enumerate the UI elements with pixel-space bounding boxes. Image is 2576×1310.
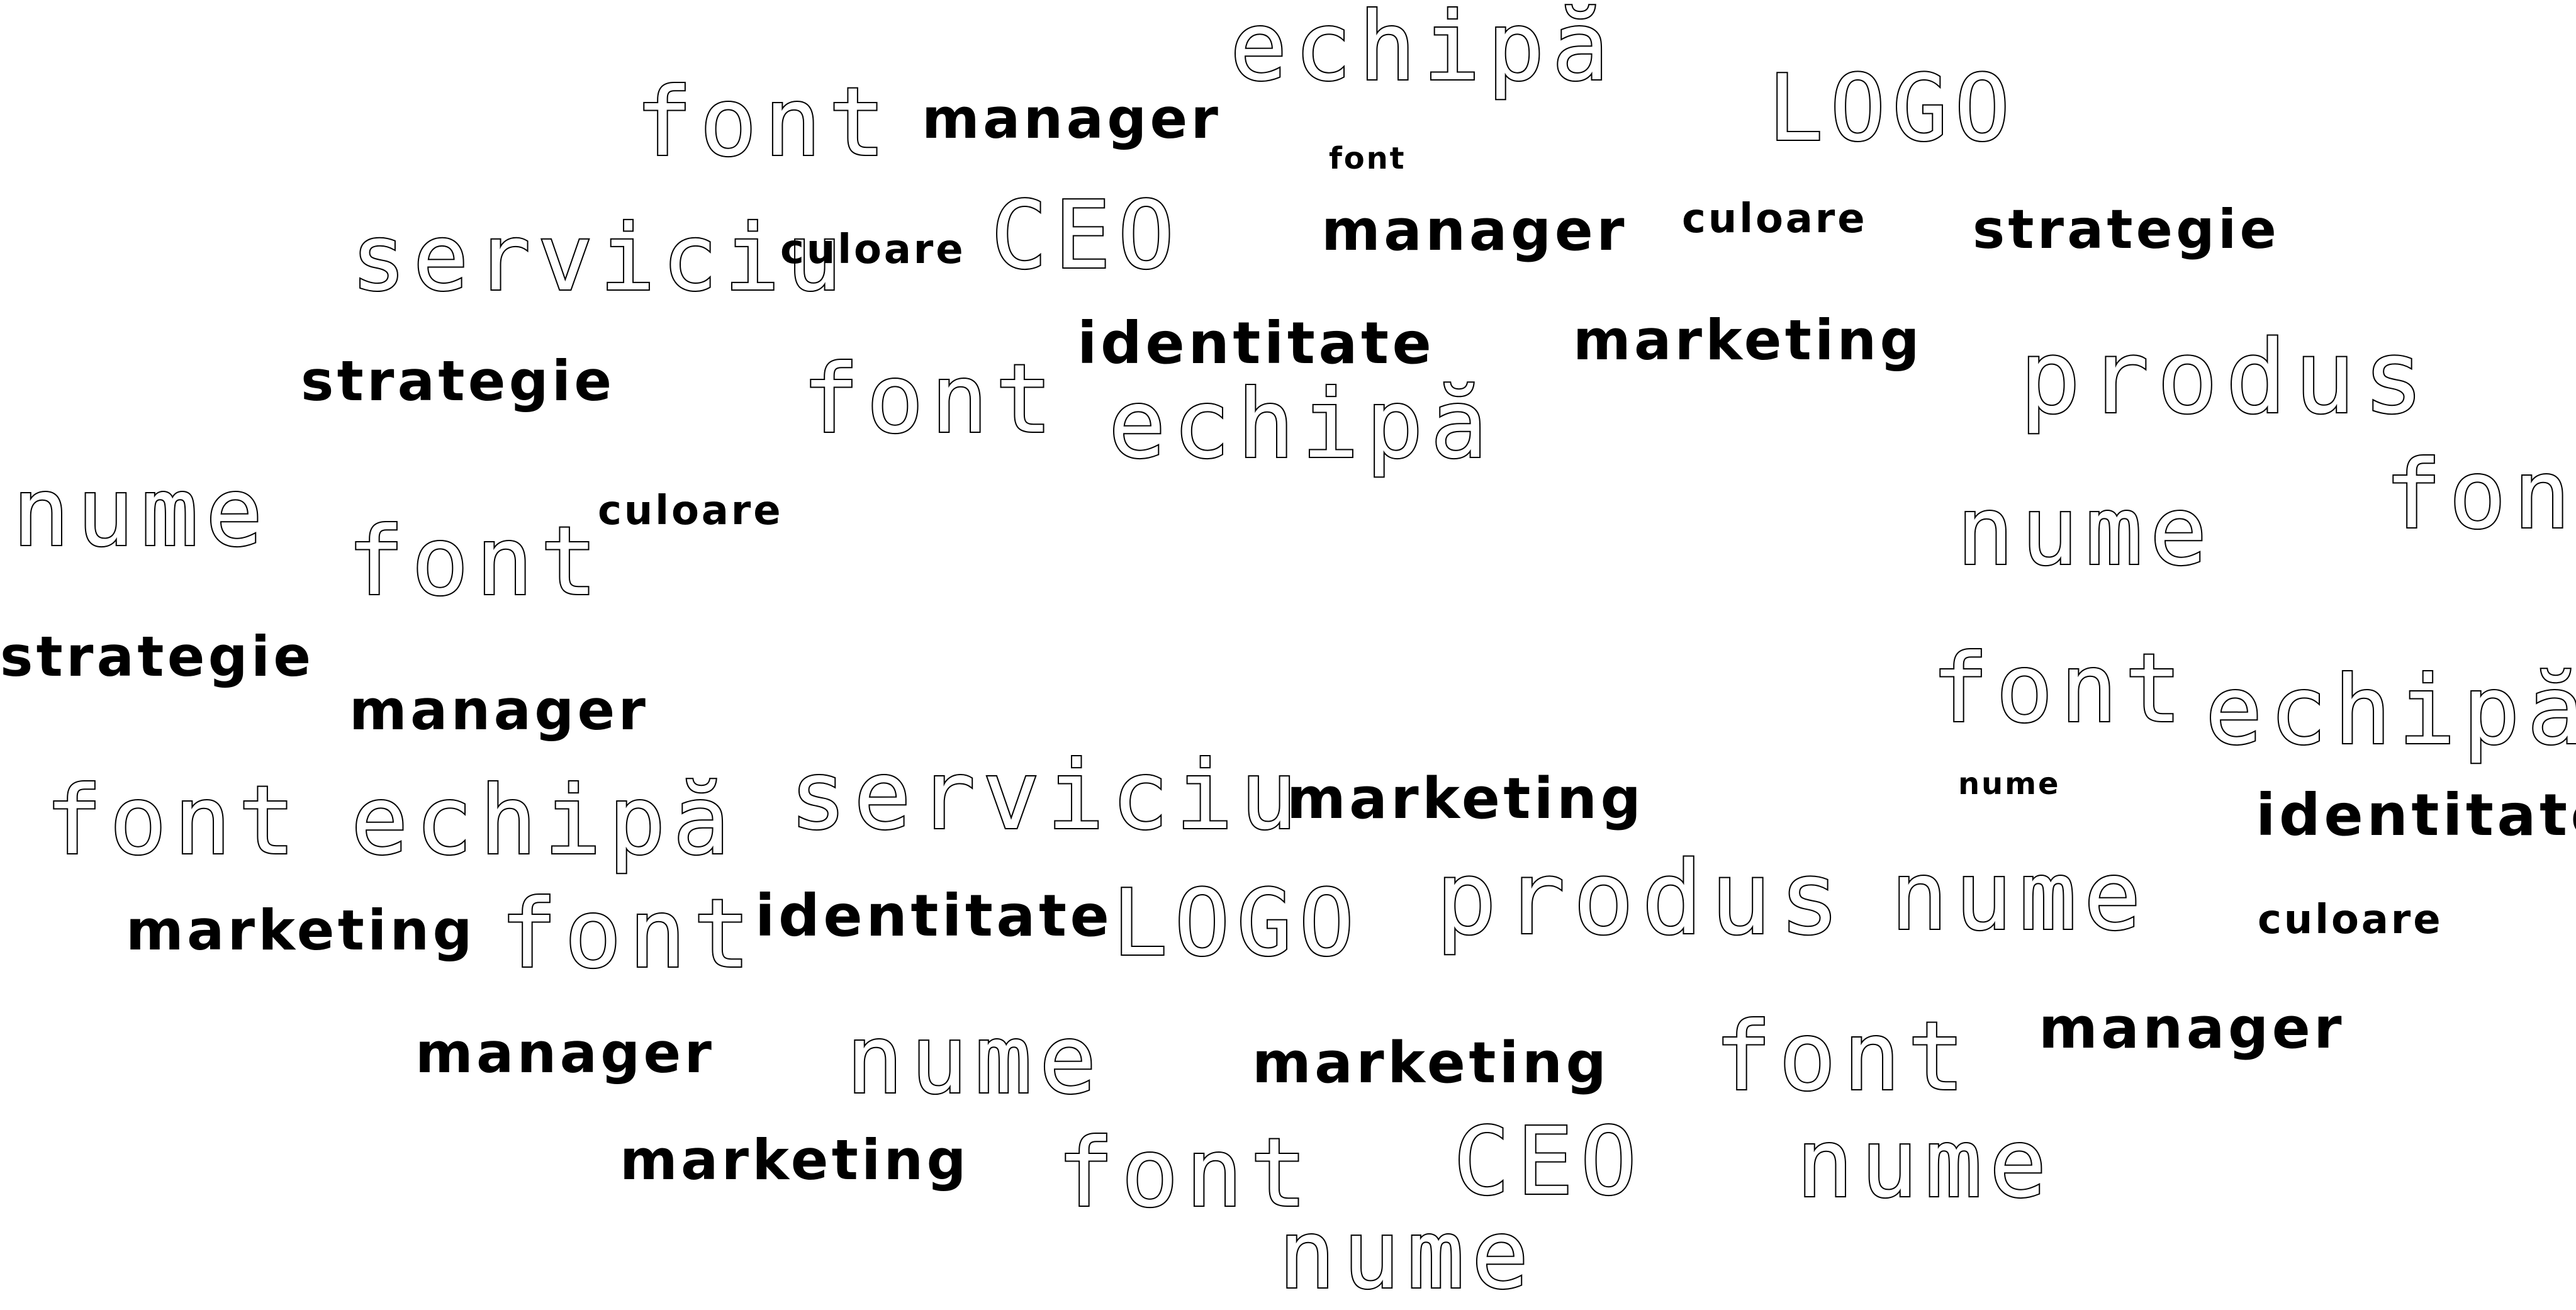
word-cloud-word: nume (1795, 1109, 2054, 1219)
word-cloud-word: font (1930, 634, 2190, 744)
word-cloud-word: strategie (0, 624, 315, 689)
word-cloud-word: font (1713, 1002, 1973, 1112)
word-cloud-word: nume (1958, 766, 2061, 802)
word-cloud-word: produs (1435, 839, 1848, 957)
word-cloud-word: CEO (990, 181, 1182, 289)
word-cloud-word: nume (11, 458, 271, 568)
word-cloud-word: echipă (2204, 656, 2576, 766)
word-cloud-word: culoare (598, 488, 783, 534)
word-cloud-word: echipă (1229, 0, 1616, 102)
word-cloud-word: font (2383, 440, 2576, 550)
word-cloud-word: manager (415, 1021, 715, 1085)
word-cloud-word: LOGO (1111, 870, 1362, 977)
word-cloud-word: manager (922, 86, 1222, 151)
word-cloud-word: font (1056, 1119, 1315, 1228)
word-cloud-word: culoare (780, 227, 966, 273)
word-cloud-word: marketing (126, 898, 476, 963)
word-cloud-word: produs (2019, 318, 2432, 436)
word-cloud-word: CEO (1452, 1107, 1644, 1216)
word-cloud-word: strategie (301, 349, 615, 413)
word-cloud-word: culoare (2258, 897, 2443, 943)
word-cloud-word: font (1329, 141, 1406, 176)
word-cloud-word: font (499, 880, 758, 989)
word-cloud-word: culoare (1682, 196, 1868, 242)
word-cloud-word: echipă (1107, 370, 1495, 479)
word-cloud-word: serviciu (350, 205, 849, 311)
word-cloud-word: font (346, 507, 605, 617)
word-cloud-word: identitate (2256, 781, 2576, 849)
word-cloud-word: marketing (620, 1128, 970, 1192)
word-cloud-word: marketing (1287, 766, 1645, 832)
word-cloud-word: font (634, 68, 893, 177)
word-cloud-word: nume (845, 1005, 1104, 1115)
word-cloud-word: strategie (1973, 198, 2280, 261)
word-cloud-word: manager (2039, 995, 2345, 1061)
word-cloud-word: manager (1321, 198, 1628, 264)
word-cloud-word: nume (1956, 477, 2215, 586)
word-cloud-word: echipă (350, 766, 737, 876)
word-cloud-word: marketing (1573, 308, 1923, 372)
word-cloud-word: LOGO (1767, 55, 2017, 162)
word-cloud-word: serviciu (788, 741, 1305, 851)
word-cloud-word: identitate (1077, 310, 1435, 377)
word-cloud-word: font (801, 345, 1060, 454)
word-cloud-word: marketing (1252, 1030, 1610, 1096)
word-cloud-word: nume (1890, 842, 2149, 951)
word-cloud-word: font (44, 766, 303, 876)
word-cloud-word: manager (349, 678, 649, 742)
word-cloud-word: identitate (755, 882, 1113, 949)
word-cloud-word: nume (1277, 1201, 1537, 1310)
